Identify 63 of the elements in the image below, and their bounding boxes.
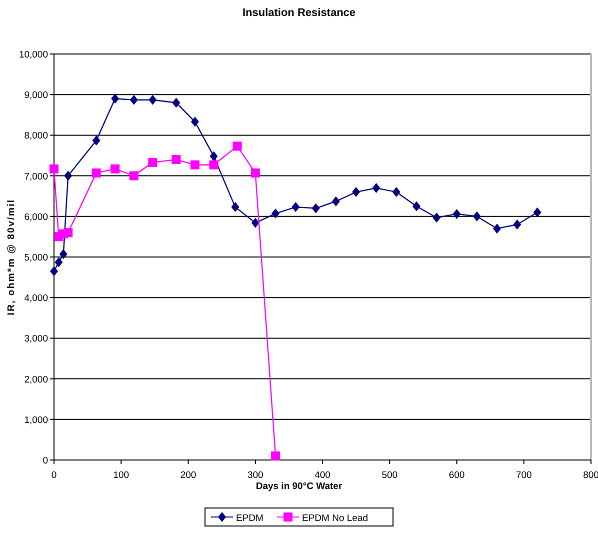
x-tick-label: 500 bbox=[382, 470, 398, 481]
legend-label: EPDM bbox=[236, 513, 264, 524]
y-tick-label: 0 bbox=[42, 456, 48, 466]
point bbox=[130, 94, 138, 105]
y-tick-label: 1,000 bbox=[24, 414, 48, 426]
point bbox=[54, 257, 63, 268]
point bbox=[148, 158, 158, 167]
x-tick-label: 300 bbox=[247, 470, 264, 481]
point bbox=[272, 208, 280, 219]
point bbox=[472, 211, 481, 222]
point bbox=[412, 201, 420, 212]
x-tick-label: 400 bbox=[314, 470, 330, 481]
point bbox=[251, 218, 260, 228]
point bbox=[172, 98, 180, 108]
point bbox=[372, 182, 380, 193]
y-tick-label: 5,000 bbox=[24, 252, 48, 264]
y-tick-label: 9,000 bbox=[24, 90, 48, 102]
x-axis-title: Days in 90°C Water bbox=[256, 481, 342, 492]
point bbox=[332, 196, 340, 206]
point bbox=[392, 187, 400, 198]
chart-title: Insulation Resistance bbox=[242, 7, 356, 19]
point bbox=[59, 249, 68, 260]
point bbox=[533, 207, 542, 218]
x-tick-label: 0 bbox=[51, 470, 57, 481]
point bbox=[190, 116, 199, 127]
x-tick-label: 600 bbox=[448, 470, 465, 481]
point bbox=[209, 160, 218, 170]
point bbox=[232, 142, 242, 151]
point bbox=[110, 164, 120, 174]
y-tick-label: 8,000 bbox=[24, 130, 48, 142]
point bbox=[64, 228, 73, 238]
point bbox=[148, 94, 157, 105]
y-tick-label: 10,000 bbox=[18, 50, 48, 60]
y-tick-label: 4,000 bbox=[24, 293, 48, 304]
y-tick-label: 3,000 bbox=[24, 334, 48, 345]
y-tick-label: 7,000 bbox=[24, 171, 48, 182]
point bbox=[190, 160, 200, 170]
point bbox=[129, 171, 138, 180]
point bbox=[231, 202, 240, 212]
point bbox=[64, 170, 72, 181]
y-tick-label: 6,000 bbox=[24, 212, 48, 223]
x-tick-label: 100 bbox=[113, 470, 130, 481]
point bbox=[493, 224, 502, 234]
point bbox=[172, 155, 181, 164]
point bbox=[111, 94, 120, 104]
point bbox=[352, 187, 360, 198]
x-tick-label: 700 bbox=[516, 470, 532, 481]
x-tick-label: 200 bbox=[180, 470, 196, 481]
point bbox=[92, 168, 101, 178]
legend-label: EPDM No Lead bbox=[302, 513, 368, 524]
y-tick-label: 2,000 bbox=[24, 374, 48, 386]
point bbox=[250, 168, 260, 178]
y-axis-title: IR, ohm*m @ 80v/mil bbox=[6, 198, 17, 316]
point bbox=[312, 203, 320, 214]
point bbox=[432, 212, 441, 223]
point bbox=[50, 164, 58, 174]
point bbox=[452, 208, 461, 219]
point bbox=[271, 451, 280, 460]
point bbox=[513, 220, 522, 230]
point bbox=[50, 266, 58, 276]
point bbox=[210, 151, 218, 162]
point bbox=[92, 135, 100, 146]
point bbox=[292, 202, 300, 212]
